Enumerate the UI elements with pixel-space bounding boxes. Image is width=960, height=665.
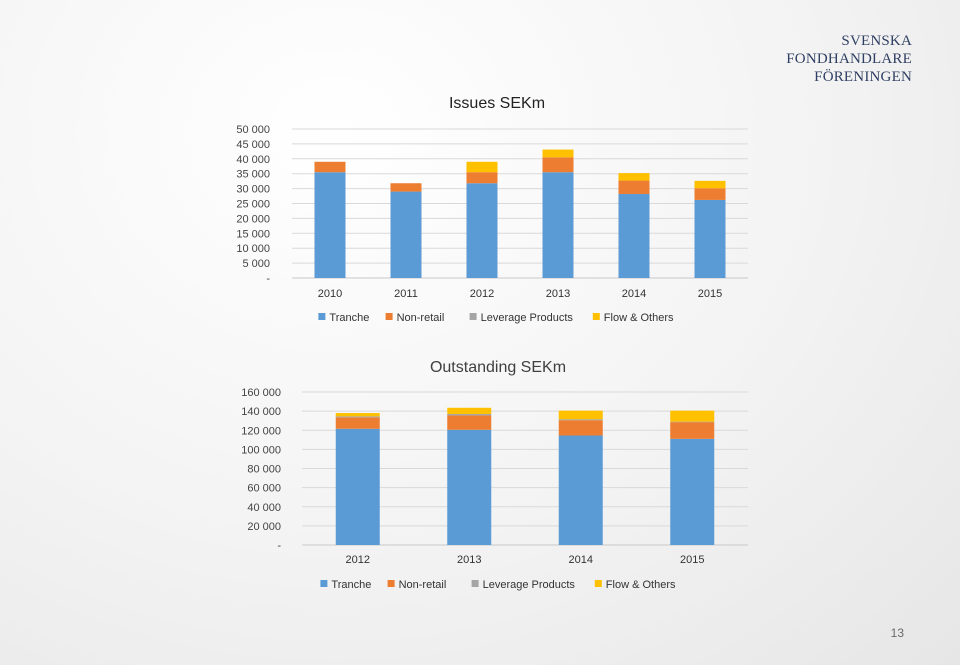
page-number: 13	[890, 626, 904, 640]
legend-swatch	[594, 580, 602, 587]
bar-segment	[618, 193, 650, 278]
bar-segment	[390, 183, 422, 192]
y-tick-label: 160 000	[241, 387, 281, 399]
bar-segment	[558, 420, 603, 436]
bar-segment	[335, 413, 380, 417]
legend-label: Non-retail	[397, 312, 445, 324]
x-tick-label: 2015	[680, 554, 704, 566]
legend-label: Tranche	[329, 312, 369, 324]
y-tick-label: 50 000	[236, 124, 270, 136]
issues-chart: Issues SEKm - 5 000 10 000 15 000 20 000 25 0…	[236, 95, 748, 324]
y-tick-label: 25 000	[236, 199, 270, 211]
bar-segment	[694, 188, 726, 200]
y-tick-label: 35 000	[236, 169, 270, 181]
bar-segment	[447, 429, 492, 545]
bar-segment	[558, 410, 603, 420]
y-tick-label: 60 000	[247, 483, 281, 495]
x-tick-label: 2013	[546, 288, 570, 300]
outstanding-chart-title: Outstanding SEKm	[430, 359, 566, 376]
y-tick-label: 80 000	[247, 464, 281, 476]
legend-swatch	[471, 580, 479, 587]
issues-chart-title: Issues SEKm	[449, 95, 545, 112]
bar-segment	[694, 180, 726, 189]
y-tick-label: 140 000	[241, 406, 281, 418]
legend-label: Flow & Others	[606, 579, 676, 591]
y-tick-label: 100 000	[241, 444, 281, 456]
bar-segment	[542, 172, 574, 278]
brand-line-1: SVENSKA	[841, 33, 912, 49]
bar-segment	[558, 435, 603, 545]
legend-swatch	[469, 313, 477, 320]
x-tick-label: 2012	[346, 554, 370, 566]
bar-segment	[447, 415, 492, 430]
legend-swatch	[592, 313, 600, 320]
legend-swatch	[318, 313, 326, 320]
brand-logo-text: SVENSKA FONDHANDLARE FÖRENINGEN	[786, 32, 912, 86]
bar-segment	[447, 413, 492, 416]
bar-segment	[670, 410, 715, 422]
bar-segment	[390, 191, 422, 278]
y-tick-label: -	[277, 540, 281, 552]
bar-segment	[314, 161, 346, 173]
bar-segment	[694, 199, 726, 278]
bar-segment	[670, 422, 715, 439]
brand-line-3: FÖRENINGEN	[814, 69, 912, 85]
outstanding-chart: Outstanding SEKm - 20 000 40 000 60 000 80 0…	[241, 359, 748, 591]
bar-segment	[558, 419, 603, 421]
bar-segment	[618, 173, 650, 181]
x-tick-label: 2013	[457, 554, 481, 566]
y-tick-label: 40 000	[247, 502, 281, 514]
x-tick-label: 2014	[622, 288, 646, 300]
x-tick-label: 2014	[569, 554, 593, 566]
y-tick-label: 45 000	[236, 139, 270, 151]
x-tick-label: 2015	[698, 288, 722, 300]
bar-segment	[335, 417, 380, 429]
x-tick-label: 2010	[318, 288, 342, 300]
bar-segment	[314, 172, 346, 278]
y-tick-label: 30 000	[236, 184, 270, 196]
y-tick-label: 120 000	[241, 425, 281, 437]
legend-swatch	[385, 313, 393, 320]
x-tick-label: 2011	[394, 288, 418, 300]
legend-swatch	[387, 580, 395, 587]
bar-segment	[447, 407, 492, 414]
bar-segment	[542, 149, 574, 158]
legend-label: Flow & Others	[604, 312, 674, 324]
bar-segment	[466, 183, 498, 278]
legend-label: Leverage Products	[483, 579, 576, 591]
legend-swatch	[320, 580, 328, 587]
y-tick-label: 40 000	[236, 154, 270, 166]
bar-segment	[670, 438, 715, 545]
bar-segment	[335, 428, 380, 545]
y-tick-label: 20 000	[247, 521, 281, 533]
x-tick-label: 2012	[470, 288, 494, 300]
legend-label: Leverage Products	[481, 312, 574, 324]
y-tick-label: 10 000	[236, 243, 270, 255]
y-tick-label: 5 000	[242, 258, 270, 270]
legend-label: Non-retail	[399, 579, 447, 591]
bar-segment	[466, 161, 498, 173]
bar-segment	[466, 172, 498, 184]
bar-segment	[335, 416, 380, 418]
legend-label: Tranche	[331, 579, 371, 591]
y-tick-label: 15 000	[236, 228, 270, 240]
brand-line-2: FONDHANDLARE	[786, 51, 912, 67]
bar-segment	[542, 157, 574, 173]
y-tick-label: -	[266, 273, 270, 285]
bar-segment	[618, 180, 650, 194]
y-tick-label: 20 000	[236, 213, 270, 225]
